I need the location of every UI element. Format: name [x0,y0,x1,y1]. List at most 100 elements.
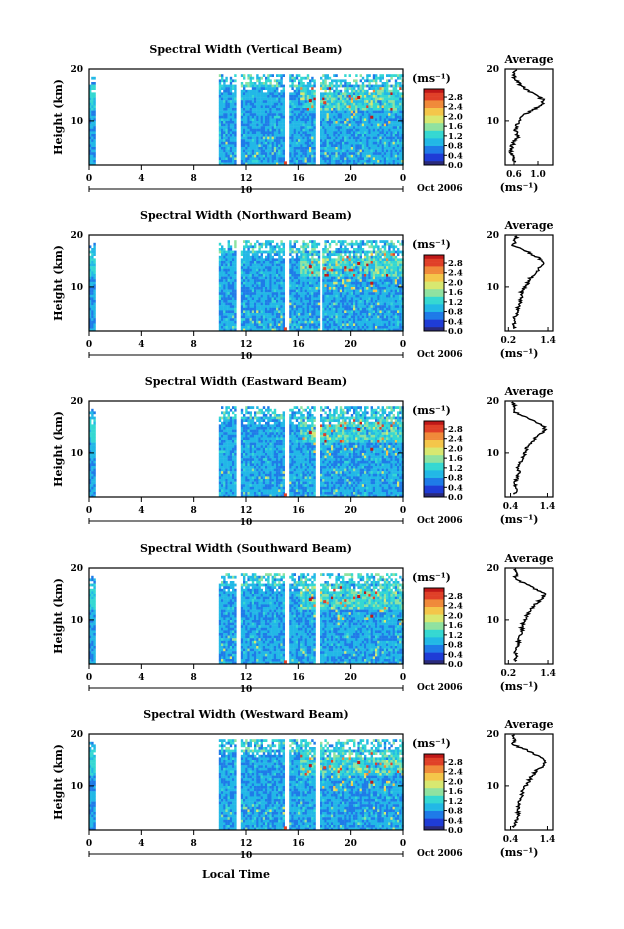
heatmap-cell [357,248,359,251]
heatmap-cell [340,98,342,101]
heatmap-cell [250,277,252,280]
heatmap-cell [375,116,377,119]
heatmap-cell [353,323,355,326]
heatmap-cell [300,253,302,256]
heatmap-cell [263,103,265,106]
heatmap-cell [364,287,366,290]
heatmap-cell [344,147,346,150]
heatmap-cell [298,111,300,114]
heatmap-cell [276,326,278,329]
heatmap-cell [276,137,278,140]
heatmap-cell [267,310,269,313]
heatmap-cell [338,124,340,127]
heatmap-cell [258,321,260,324]
heatmap-cell [258,326,260,329]
heatmap-cell [388,157,390,160]
heatmap-cell [263,323,265,326]
heatmap-cell [307,103,309,106]
heatmap-cell [355,305,357,308]
heatmap-cell [342,79,344,82]
heatmap-cell [305,277,307,280]
heatmap-cell [338,103,340,106]
heatmap-cell [276,243,278,246]
heatmap-cell [302,155,304,158]
heatmap-cell [335,108,337,111]
heatmap-cell [333,240,335,243]
heatmap-cell [360,124,362,127]
heatmap-cell [320,121,322,124]
heatmap-cell [307,279,309,282]
heatmap-cell [386,116,388,119]
heatmap-cell [331,308,333,311]
heatmap-cell [309,105,311,108]
heatmap-cell [397,95,399,98]
heatmap-cell [357,300,359,303]
heatmap-cell [283,264,285,267]
heatmap-cell [254,290,256,293]
heatmap-cell [263,266,265,269]
heatmap-cell [265,321,267,324]
heatmap-cell [375,142,377,145]
heatmap-cell [331,318,333,321]
heatmap-cell [346,295,348,298]
heatmap-cell [280,284,282,287]
heatmap-cell [322,121,324,124]
heatmap-cell [320,118,322,121]
heatmap-cell [256,305,258,308]
heatmap-cell [371,277,373,280]
heatmap-cell [353,87,355,90]
heatmap-cell [333,129,335,132]
heatmap-cell [276,323,278,326]
heatmap-cell [272,87,274,90]
heatmap-cell [289,282,291,285]
heatmap-cell [280,131,282,134]
heatmap-cell [298,116,300,119]
heatmap-cell [250,264,252,267]
heatmap-cell [265,92,267,95]
heatmap-cell [388,144,390,147]
heatmap-cell [379,87,381,90]
heatmap-cell [250,134,252,137]
heatmap-cell [296,292,298,295]
heatmap-cell [269,160,271,163]
heatmap-cell [278,116,280,119]
heatmap-cell [283,316,285,319]
heatmap-cell [294,271,296,274]
heatmap-cell [291,261,293,264]
heatmap-cell [384,116,386,119]
heatmap-cell [300,147,302,150]
heatmap-cell [267,85,269,88]
heatmap-cell [395,79,397,82]
heatmap-cell [382,87,384,90]
heatmap-cell [355,129,357,132]
heatmap-cell [258,271,260,274]
heatmap-cell [362,144,364,147]
heatmap-cell [338,305,340,308]
heatmap-cell [335,266,337,269]
heatmap-cell [340,284,342,287]
heatmap-cell [344,321,346,324]
heatmap-cell [329,95,331,98]
heatmap-cell [351,303,353,306]
heatmap-cell [232,157,234,160]
heatmap-cell [388,100,390,103]
heatmap-cell [223,103,225,106]
heatmap-cell [399,85,401,88]
heatmap-cell [327,316,329,319]
heatmap-cell [276,266,278,269]
heatmap-cell [386,98,388,101]
heatmap-cell [296,121,298,124]
heatmap-cell [219,251,221,254]
heatmap-cell [333,264,335,267]
heatmap-cell [272,131,274,134]
heatmap-cell [278,271,280,274]
heatmap-cell [388,111,390,114]
heatmap-cell [364,313,366,316]
heatmap-cell [371,152,373,155]
heatmap-cell [296,129,298,132]
heatmap-cell [93,318,95,321]
heatmap-cell [254,103,256,106]
heatmap-cell [296,137,298,140]
heatmap-cell [234,303,236,306]
heatmap-cell [228,108,230,111]
